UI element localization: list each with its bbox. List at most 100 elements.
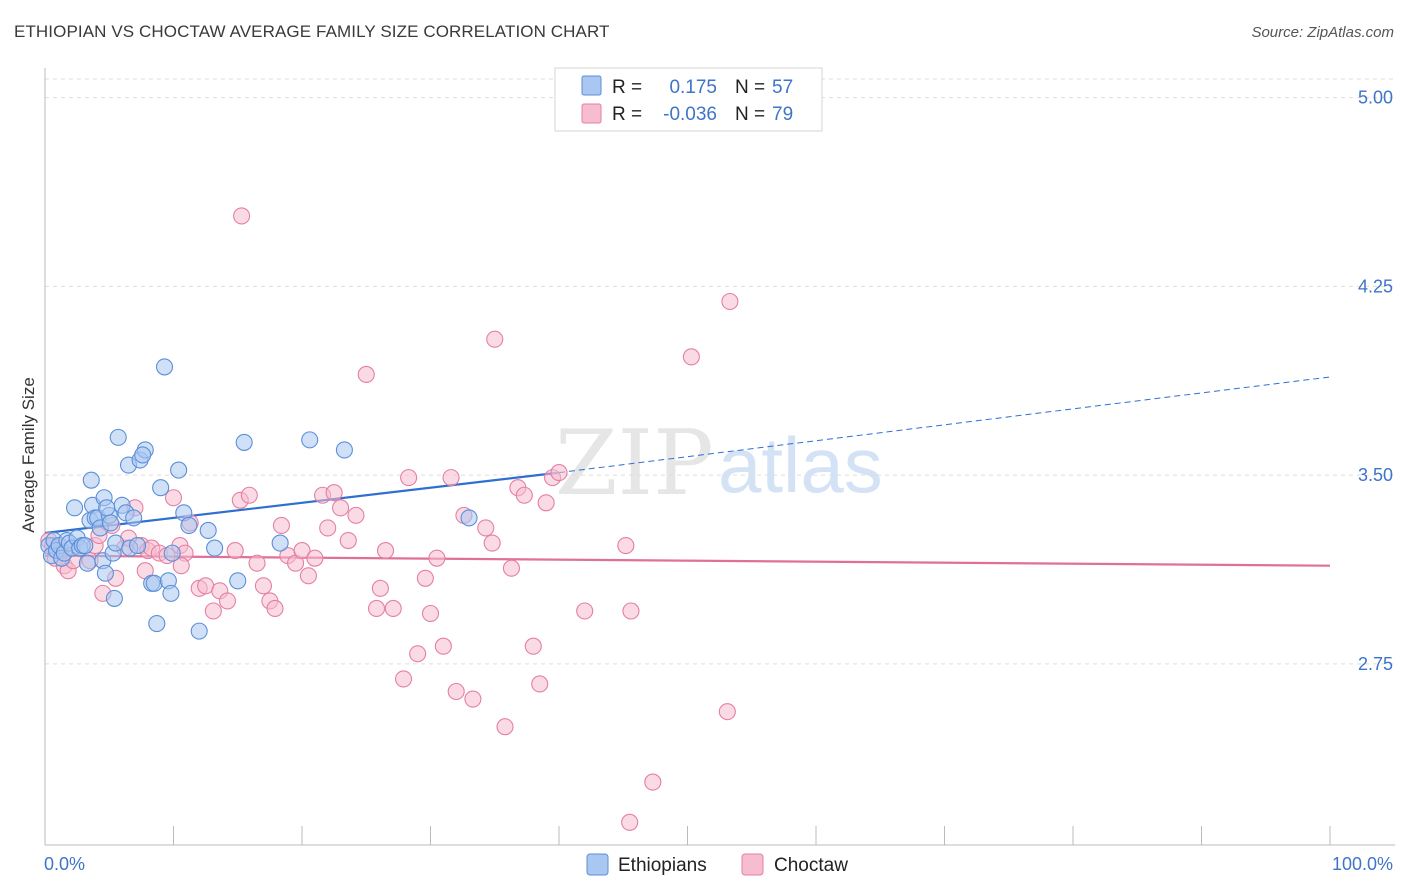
bottom-legend-label-choctaw: Choctaw (774, 855, 848, 876)
point-ethiopians (78, 554, 96, 572)
y-tick-label: 3.50 (1358, 465, 1393, 485)
point-ethiopians (199, 521, 217, 540)
point-choctaw (400, 469, 418, 487)
bottom-legend-label-ethiopians: Ethiopians (618, 855, 707, 876)
point-ethiopians (152, 479, 170, 497)
point-choctaw (319, 519, 337, 537)
point-ethiopians (206, 539, 224, 557)
point-ethiopians (96, 564, 114, 582)
point-choctaw (266, 599, 284, 618)
point-choctaw (464, 690, 482, 708)
point-choctaw (226, 542, 244, 560)
point-ethiopians (163, 544, 181, 562)
point-choctaw (254, 577, 273, 595)
point-choctaw (394, 670, 413, 688)
point-ethiopians (109, 428, 127, 446)
point-choctaw (447, 682, 465, 701)
legend-r-label-1: R = (612, 77, 642, 98)
y-tick-label: 4.25 (1358, 276, 1393, 296)
point-choctaw (621, 813, 639, 831)
point-choctaw (233, 207, 251, 225)
point-choctaw (367, 599, 386, 618)
point-ethiopians (301, 431, 319, 449)
point-choctaw (371, 579, 389, 597)
legend-swatch-choctaw (581, 103, 602, 124)
legend-r-value-1: 0.175 (669, 77, 717, 98)
legend-n-label-1: N = (735, 77, 765, 98)
point-ethiopians (271, 534, 289, 552)
point-ethiopians (105, 589, 123, 607)
point-ethiopians (134, 446, 152, 464)
point-choctaw (718, 703, 736, 721)
point-ethiopians (335, 441, 353, 459)
data-points (40, 207, 739, 831)
source-label: Source: ZipAtlas.com (1251, 24, 1394, 41)
point-ethiopians (128, 537, 147, 555)
axes (44, 68, 1395, 846)
point-ethiopians (460, 509, 478, 527)
y-tick-label: 2.75 (1358, 654, 1393, 674)
point-choctaw (409, 645, 427, 663)
point-choctaw (483, 534, 501, 552)
point-ethiopians (101, 514, 120, 532)
point-choctaw (197, 577, 215, 595)
point-choctaw (416, 569, 434, 587)
x-tick-label-min: 0.0% (44, 854, 85, 874)
point-ethiopians (148, 615, 166, 633)
point-choctaw (515, 486, 533, 504)
point-choctaw (376, 542, 395, 560)
point-choctaw (218, 592, 237, 610)
point-ethiopians (145, 574, 163, 592)
point-choctaw (537, 494, 555, 512)
point-ethiopians (170, 461, 188, 479)
point-choctaw (442, 469, 460, 487)
y-tick-label: 5.00 (1358, 88, 1393, 108)
point-choctaw (331, 499, 350, 517)
legend-r-label-2: R = (612, 104, 642, 125)
point-choctaw (477, 519, 495, 537)
point-choctaw (325, 484, 343, 502)
point-choctaw (357, 365, 375, 384)
point-ethiopians (66, 499, 84, 517)
legend-n-label-2: N = (735, 104, 765, 125)
point-choctaw (240, 486, 258, 504)
point-choctaw (496, 718, 514, 736)
legend-n-value-1: 57 (772, 77, 793, 98)
y-tick-labels: 2.75 3.50 4.25 5.00 (1358, 88, 1393, 674)
point-choctaw (172, 557, 190, 575)
point-choctaw (347, 506, 365, 524)
point-choctaw (272, 516, 290, 534)
point-choctaw (682, 348, 700, 366)
point-choctaw (644, 773, 662, 791)
legend-swatch-ethiopians (581, 75, 602, 96)
bottom-legend: Ethiopians Choctaw (586, 853, 848, 876)
point-ethiopians (82, 471, 100, 489)
bottom-legend-swatch-choctaw (741, 853, 764, 876)
point-choctaw (293, 542, 311, 560)
point-ethiopians (155, 358, 174, 376)
point-choctaw (339, 531, 357, 550)
point-ethiopians (180, 516, 198, 534)
point-choctaw (434, 637, 452, 655)
point-choctaw (421, 604, 440, 623)
point-choctaw (550, 464, 568, 482)
point-choctaw (486, 330, 504, 348)
legend-r-value-2: -0.036 (663, 104, 717, 125)
point-choctaw (524, 637, 542, 655)
point-ethiopians (229, 572, 247, 590)
y-axis-label: Average Family Size (19, 377, 38, 533)
point-ethiopians (125, 509, 143, 527)
point-choctaw (622, 602, 640, 620)
point-ethiopians (190, 622, 208, 640)
chart-title: ETHIOPIAN VS CHOCTAW AVERAGE FAMILY SIZE… (14, 22, 610, 41)
bottom-legend-swatch-ethiopians (586, 853, 609, 876)
point-ethiopians (235, 433, 253, 451)
point-choctaw (299, 567, 317, 585)
legend-n-value-2: 79 (772, 104, 793, 125)
point-choctaw (531, 675, 549, 693)
point-choctaw (164, 489, 183, 507)
point-ethiopians (162, 584, 180, 602)
point-ethiopians (98, 499, 116, 517)
point-choctaw (306, 549, 324, 567)
legend-box: R = 0.175 N = 57 R = -0.036 N = 79 (554, 67, 823, 132)
